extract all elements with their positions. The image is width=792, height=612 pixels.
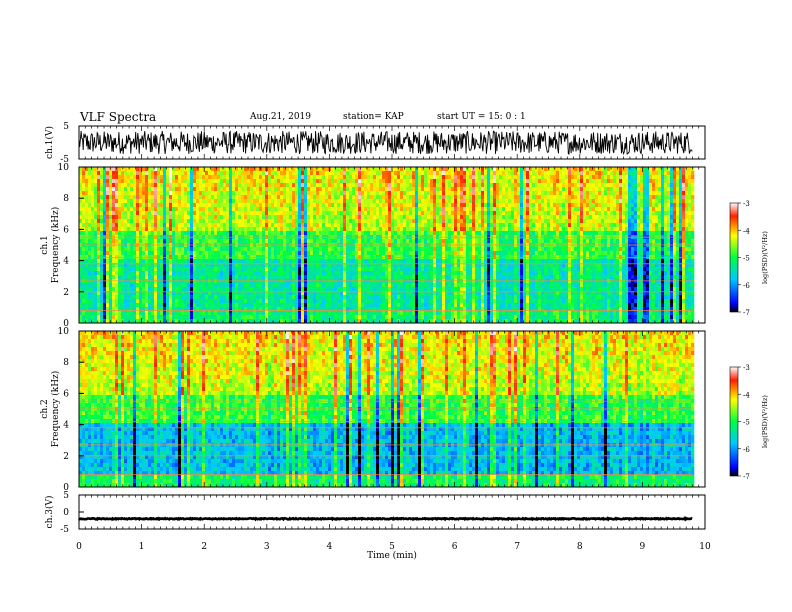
spectrogram-image — [79, 167, 695, 324]
x-tick-label: 8 — [577, 542, 583, 552]
y-tick-label: 5 — [63, 122, 69, 132]
x-tick-label: 10 — [699, 542, 711, 552]
y-axis-label: Frequency (kHz) — [50, 371, 61, 448]
y-tick-label: 0 — [63, 483, 69, 493]
y-tick-label: -5 — [60, 525, 69, 535]
x-tick-label: 5 — [389, 542, 395, 552]
y-tick-label: 8 — [63, 194, 69, 204]
station-label: station= KAP — [343, 112, 404, 122]
y-tick-label: 6 — [63, 225, 69, 235]
y-tick-label: 0 — [63, 508, 69, 518]
y-axis-label: ch.2 — [40, 399, 50, 418]
y-tick-label: 2 — [63, 452, 69, 462]
x-tick-label: 1 — [139, 542, 145, 552]
date-label: Aug.21, 2019 — [250, 112, 311, 122]
colorbar-tick-label: -7 — [743, 473, 750, 481]
y-axis-label: ch.3(V) — [44, 496, 55, 529]
x-tick-label: 0 — [76, 542, 82, 552]
x-tick-label: 9 — [640, 542, 646, 552]
plot-title: VLF Spectra — [80, 110, 157, 124]
colorbar-tick-label: -5 — [743, 255, 750, 263]
spectrogram-image — [79, 331, 695, 488]
x-tick-label: 2 — [201, 542, 207, 552]
y-tick-label: 6 — [63, 389, 69, 399]
colorbar-tick-label: -6 — [743, 282, 750, 290]
colorbar-label: log(PSD)(V²/Hz) — [761, 231, 769, 284]
y-tick-label: 10 — [58, 163, 70, 173]
x-axis-label: Time (min) — [367, 550, 417, 561]
x-tick-label: 7 — [514, 542, 520, 552]
y-tick-label: 2 — [63, 288, 69, 298]
colorbar-tick-label: -4 — [743, 227, 750, 235]
y-axis-label: Frequency (kHz) — [50, 207, 61, 284]
colorbar-tick-label: -5 — [743, 419, 750, 427]
colorbar — [729, 202, 739, 313]
y-axis-label: ch.1(V) — [44, 126, 55, 159]
colorbar-tick-label: -3 — [743, 200, 750, 208]
y-tick-label: 10 — [58, 327, 70, 337]
y-tick-label: 5 — [63, 491, 69, 501]
colorbar-label: log(PSD)(V²/Hz) — [761, 395, 769, 448]
colorbar-tick-label: -3 — [743, 364, 750, 372]
start-time-label: start UT = 15: 0 : 1 — [437, 112, 526, 122]
colorbar — [729, 366, 739, 477]
colorbar-tick-label: -6 — [743, 446, 750, 454]
waveform-frame — [78, 494, 706, 530]
colorbar-tick-label: -7 — [743, 309, 750, 317]
y-tick-label: 8 — [63, 358, 69, 368]
x-tick-label: 6 — [452, 542, 458, 552]
y-tick-label: 4 — [63, 257, 69, 267]
y-tick-label: 0 — [63, 319, 69, 329]
x-tick-label: 4 — [327, 542, 333, 552]
x-tick-label: 3 — [264, 542, 270, 552]
waveform-trace — [78, 130, 693, 156]
y-axis-label: ch.1 — [40, 235, 50, 254]
waveform-trace — [78, 516, 693, 522]
y-tick-label: 4 — [63, 421, 69, 431]
colorbar-tick-label: -4 — [743, 391, 750, 399]
y-tick-label: -5 — [60, 155, 69, 165]
